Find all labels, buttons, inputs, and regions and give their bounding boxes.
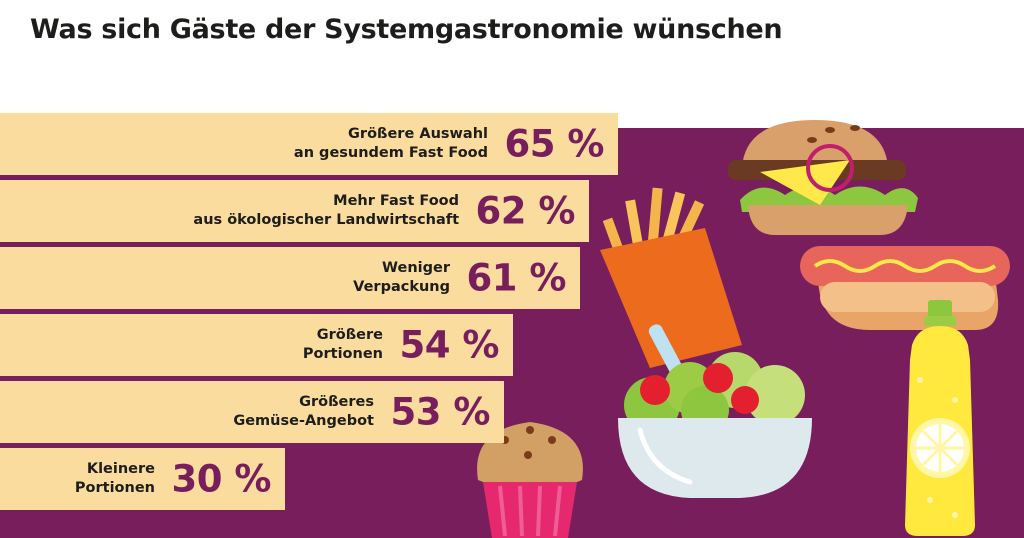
bar-value-label: 61 % bbox=[466, 256, 567, 300]
bar-5: Größeres Gemüse-Angebot 53 % bbox=[0, 381, 504, 443]
bar-label-line: Größere Auswahl bbox=[348, 126, 488, 142]
bar-label: Weniger Verpackung bbox=[353, 259, 450, 297]
hot-dog-icon bbox=[800, 246, 1010, 330]
bar-value-label: 54 % bbox=[399, 323, 500, 367]
bar-label-line: Portionen bbox=[74, 480, 155, 496]
burger-icon bbox=[728, 120, 918, 235]
bar-value-label: 53 % bbox=[390, 390, 491, 434]
bar-label-line: Gemüse-Angebot bbox=[233, 413, 374, 429]
french-fries-icon bbox=[600, 187, 742, 368]
chart-title: Was sich Gäste der Systemgastronomie wün… bbox=[30, 14, 783, 45]
bar-label-line: Größeres bbox=[299, 394, 374, 410]
bar-label-line: Verpackung bbox=[353, 279, 450, 295]
bar-3: Weniger Verpackung 61 % bbox=[0, 247, 580, 309]
bar-label: Größere Auswahl an gesundem Fast Food bbox=[294, 125, 488, 163]
bar-value-label: 65 % bbox=[504, 122, 605, 166]
bar-value-label: 30 % bbox=[171, 457, 272, 501]
bar-label: Mehr Fast Food aus ökologischer Landwirts… bbox=[193, 192, 459, 230]
bar-6: Kleinere Portionen 30 % bbox=[0, 448, 285, 510]
bar-label-line: Portionen bbox=[302, 346, 383, 362]
bar-2: Mehr Fast Food aus ökologischer Landwirts… bbox=[0, 180, 589, 242]
bar-label-line: Mehr Fast Food bbox=[333, 193, 459, 209]
bar-label-line: aus ökologischer Landwirtschaft bbox=[193, 212, 459, 228]
bar-label-line: an gesundem Fast Food bbox=[293, 145, 488, 161]
bar-label-line: Kleinere bbox=[86, 461, 155, 477]
bar-label-line: Größere bbox=[316, 327, 383, 343]
bar-label: Größeres Gemüse-Angebot bbox=[233, 393, 374, 431]
salad-bowl-icon bbox=[618, 324, 812, 498]
bar-label-line: Weniger bbox=[382, 260, 450, 276]
bar-value-label: 62 % bbox=[475, 189, 576, 233]
bar-label: Kleinere Portionen bbox=[75, 460, 155, 498]
bar-1: Größere Auswahl an gesundem Fast Food 65 % bbox=[0, 113, 618, 175]
lemonade-bottle-icon bbox=[905, 300, 975, 536]
bar-label: Größere Portionen bbox=[303, 326, 383, 364]
bar-4: Größere Portionen 54 % bbox=[0, 314, 513, 376]
